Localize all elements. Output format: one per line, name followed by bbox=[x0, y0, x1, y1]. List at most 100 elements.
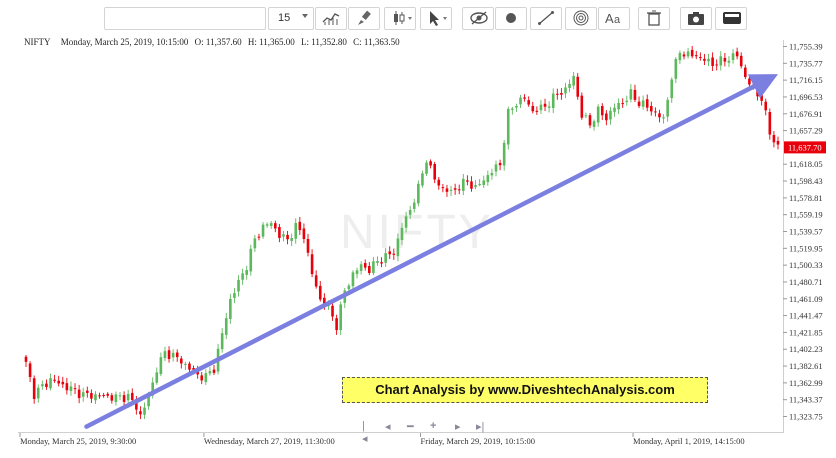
interval-select[interactable]: 15 bbox=[268, 7, 314, 30]
candle bbox=[568, 79, 571, 93]
toggle-icon bbox=[723, 12, 741, 24]
candle bbox=[335, 314, 338, 335]
candle bbox=[339, 301, 342, 336]
zoom-in-icon[interactable]: + bbox=[430, 420, 437, 432]
zoom-out-icon[interactable]: ━ bbox=[407, 421, 414, 433]
candle-body bbox=[347, 285, 351, 290]
y-tick-label: 11,500.33 bbox=[789, 260, 823, 270]
candle bbox=[670, 77, 674, 103]
y-tick-label: 11,755.39 bbox=[789, 42, 823, 52]
candle-body bbox=[515, 105, 518, 108]
close-value: C: 11,363.50 bbox=[353, 37, 400, 47]
candle-body bbox=[637, 101, 641, 107]
candle-body bbox=[175, 352, 179, 358]
candle-body bbox=[690, 49, 694, 57]
bar-datetime: Monday, March 25, 2019, 10:15:00 bbox=[60, 37, 189, 47]
go-to-end-icon[interactable]: ▸| bbox=[476, 421, 485, 433]
symbol-search-input[interactable] bbox=[104, 7, 266, 30]
candle bbox=[727, 56, 731, 68]
theme-toggle-button[interactable] bbox=[715, 7, 747, 30]
candle bbox=[531, 101, 535, 114]
candle-body bbox=[556, 93, 559, 95]
go-to-start-icon[interactable]: |◂ bbox=[362, 420, 368, 445]
candle bbox=[41, 380, 44, 390]
candle-body bbox=[551, 93, 555, 109]
marker-button[interactable] bbox=[495, 7, 527, 30]
candle-body bbox=[519, 97, 522, 105]
scroll-right-icon[interactable]: ▸ bbox=[455, 421, 461, 433]
y-tick-label: 11,676.91 bbox=[789, 109, 823, 119]
svg-text:A: A bbox=[605, 11, 614, 26]
candle-body bbox=[470, 181, 473, 189]
scroll-left-icon[interactable]: ◂ bbox=[385, 421, 391, 433]
brush-button[interactable] bbox=[348, 7, 380, 30]
candle bbox=[90, 389, 93, 403]
high-value: H: 11,365.00 bbox=[247, 37, 295, 47]
candle-body bbox=[163, 351, 167, 359]
candle bbox=[229, 293, 232, 324]
candle bbox=[310, 249, 314, 278]
candle bbox=[65, 378, 69, 395]
candle bbox=[143, 402, 146, 420]
svg-text:a: a bbox=[614, 14, 621, 26]
candle-body bbox=[731, 53, 735, 60]
y-tick-label: 11,735.77 bbox=[789, 58, 823, 68]
candle bbox=[400, 223, 404, 246]
candle bbox=[744, 64, 747, 80]
candle-body bbox=[674, 58, 678, 79]
trendline-icon bbox=[538, 11, 554, 25]
candle bbox=[494, 160, 498, 177]
screenshot-button[interactable] bbox=[680, 7, 712, 30]
delete-button[interactable] bbox=[638, 7, 670, 30]
candle bbox=[241, 268, 244, 285]
candle-body bbox=[417, 183, 420, 204]
candle bbox=[535, 106, 539, 115]
candle-body bbox=[77, 389, 81, 399]
candle bbox=[437, 177, 441, 190]
candle-body bbox=[576, 76, 580, 97]
candle bbox=[208, 366, 212, 376]
candle bbox=[523, 94, 526, 102]
candle-body bbox=[596, 106, 600, 123]
hide-drawings-button[interactable] bbox=[462, 7, 494, 30]
candle-body bbox=[106, 393, 110, 396]
candle bbox=[249, 244, 253, 276]
candle bbox=[57, 375, 60, 387]
candle-body bbox=[682, 54, 686, 57]
candle-body bbox=[617, 103, 620, 110]
y-tick-label: 11,461.09 bbox=[789, 294, 823, 304]
candle bbox=[212, 365, 216, 375]
candle bbox=[412, 198, 416, 213]
candle-body bbox=[130, 392, 134, 400]
candle-body bbox=[600, 106, 604, 116]
fibonacci-button[interactable] bbox=[565, 7, 597, 30]
candle bbox=[760, 92, 763, 106]
candle-body bbox=[739, 55, 743, 67]
candle-body bbox=[629, 89, 633, 100]
candle-body bbox=[53, 379, 56, 381]
y-tick-label: 11,382.61 bbox=[789, 361, 823, 371]
cursor-button[interactable] bbox=[420, 7, 452, 30]
chart-type-button[interactable] bbox=[384, 7, 416, 30]
candle bbox=[576, 73, 580, 100]
candle bbox=[294, 218, 298, 244]
indicators-button[interactable] bbox=[315, 7, 347, 30]
candle-body bbox=[621, 103, 624, 105]
candle bbox=[621, 98, 624, 108]
candle-body bbox=[32, 378, 36, 400]
y-tick-label: 11,343.37 bbox=[789, 395, 823, 405]
trendline-button[interactable] bbox=[530, 7, 562, 30]
candle-body bbox=[57, 380, 60, 384]
candle-body bbox=[498, 162, 502, 166]
candle-body bbox=[143, 407, 146, 415]
candle-body bbox=[318, 285, 322, 300]
candle-body bbox=[261, 224, 265, 237]
cursor-icon bbox=[430, 11, 447, 26]
candle bbox=[584, 112, 588, 119]
candle bbox=[735, 47, 739, 60]
candle-body bbox=[421, 173, 424, 186]
candle-body bbox=[694, 55, 698, 57]
candle bbox=[286, 230, 289, 245]
